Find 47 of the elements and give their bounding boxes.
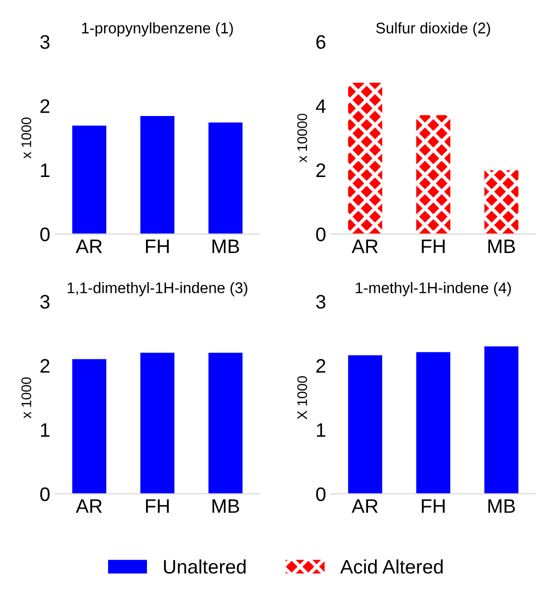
y-tick-label: 2 xyxy=(316,359,326,373)
legend-label: Acid Altered xyxy=(340,559,443,574)
legend-label: Unaltered xyxy=(164,559,246,574)
x-tick-label: MB xyxy=(212,499,240,513)
y-axis-title: x 10000 xyxy=(297,114,308,162)
y-tick-label: 4 xyxy=(316,99,326,113)
y-tick-label: 2 xyxy=(40,99,50,113)
x-tick-label: AR xyxy=(352,240,378,254)
y-tick-label: 0 xyxy=(316,487,326,502)
bar xyxy=(416,115,450,234)
x-tick-label: MB xyxy=(488,499,515,513)
y-axis-title: X 1000 xyxy=(297,376,308,420)
y-tick-label: 2 xyxy=(316,163,326,177)
x-tick-label: AR xyxy=(76,499,102,513)
y-tick-label: 3 xyxy=(40,35,50,49)
y-tick-label: 1 xyxy=(41,164,50,177)
y-tick-label: 6 xyxy=(316,35,326,49)
x-tick-label: FH xyxy=(146,499,169,513)
x-tick-label: FH xyxy=(422,499,445,513)
bar xyxy=(348,355,382,494)
y-tick-label: 1 xyxy=(41,423,50,437)
chart-title: 1-methyl-1H-indene (4) xyxy=(356,282,511,296)
bar xyxy=(208,122,243,234)
bar xyxy=(72,126,106,234)
y-tick-label: 3 xyxy=(316,294,326,309)
x-tick-label: FH xyxy=(422,240,445,254)
bar xyxy=(416,352,450,494)
x-tick-label: FH xyxy=(146,240,169,254)
y-tick-label: 0 xyxy=(316,228,326,242)
y-tick-label: 2 xyxy=(40,359,50,373)
bar xyxy=(484,346,518,494)
y-axis-title: x 1000 xyxy=(21,377,32,418)
chart-title: 1,1-dimethyl-1H-indene (3) xyxy=(68,282,248,296)
bar xyxy=(484,170,518,234)
x-tick-label: MB xyxy=(488,240,515,254)
x-tick-label: AR xyxy=(76,240,102,254)
bar xyxy=(348,82,382,234)
y-tick-label: 3 xyxy=(40,294,50,309)
y-tick-label: 1 xyxy=(316,423,326,437)
chart-title: 1-propynylbenzene (1) xyxy=(82,22,233,36)
chart-title: Sulfur dioxide (2) xyxy=(376,22,490,36)
x-tick-label: AR xyxy=(352,499,378,513)
y-tick-label: 0 xyxy=(40,487,50,502)
bar xyxy=(140,116,174,234)
x-tick-label: MB xyxy=(212,240,240,254)
y-tick-label: 0 xyxy=(40,228,50,242)
y-axis-title: x 1000 xyxy=(21,118,32,159)
